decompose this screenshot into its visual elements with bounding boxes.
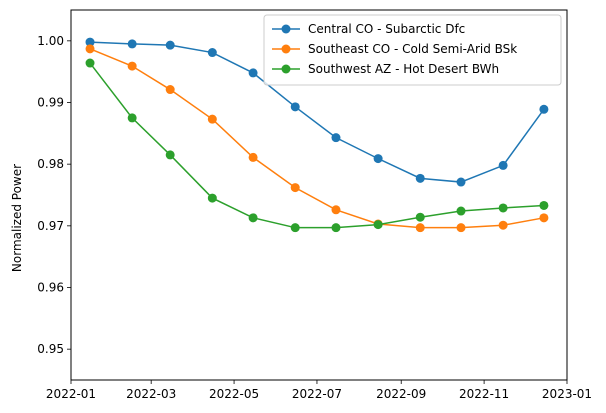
data-point xyxy=(85,37,95,47)
y-tick-label: 0.97 xyxy=(37,219,64,233)
x-tick-label: 2022-03 xyxy=(126,387,176,401)
data-point xyxy=(373,220,383,230)
data-point xyxy=(127,113,137,123)
x-tick-label: 2022-01 xyxy=(46,387,96,401)
legend-label: Southeast CO - Cold Semi-Arid BSk xyxy=(308,42,517,56)
data-point xyxy=(85,58,95,68)
y-tick-label: 0.96 xyxy=(37,281,64,295)
legend-marker xyxy=(281,64,291,74)
data-point xyxy=(290,183,300,193)
legend-item: Central CO - Subarctic Dfc xyxy=(272,22,465,36)
data-point xyxy=(539,200,549,210)
data-point xyxy=(290,102,300,112)
legend-item: Southwest AZ - Hot Desert BWh xyxy=(272,62,499,76)
data-point xyxy=(539,213,549,223)
legend-label: Central CO - Subarctic Dfc xyxy=(308,22,465,36)
x-tick-label: 2022-07 xyxy=(292,387,342,401)
y-tick-label: 0.95 xyxy=(37,342,64,356)
data-point xyxy=(207,48,217,58)
y-tick-label: 1.00 xyxy=(37,34,64,48)
legend-marker xyxy=(281,44,291,54)
data-point xyxy=(85,44,95,54)
data-point xyxy=(456,206,466,216)
data-point xyxy=(165,85,175,95)
data-point xyxy=(331,133,341,143)
y-tick-label: 0.99 xyxy=(37,96,64,110)
series-line xyxy=(89,48,545,229)
data-point xyxy=(290,223,300,233)
data-point xyxy=(127,61,137,71)
plot-area-frame xyxy=(70,9,568,381)
data-point xyxy=(165,40,175,50)
series-line xyxy=(89,62,544,229)
legend-marker xyxy=(281,24,291,34)
data-point xyxy=(127,39,137,49)
x-tick-label: 2022-11 xyxy=(459,387,509,401)
data-point xyxy=(165,150,175,160)
data-point xyxy=(331,205,341,215)
data-point xyxy=(373,154,383,164)
series-2 xyxy=(85,44,549,233)
x-tick-label: 2023-01 xyxy=(542,387,592,401)
legend-box xyxy=(263,14,562,86)
data-point xyxy=(207,114,217,124)
data-point xyxy=(498,220,508,230)
data-point xyxy=(415,223,425,233)
legend: Central CO - Subarctic Dfc Southeast CO -… xyxy=(263,14,562,86)
legend-item: Southeast CO - Cold Semi-Arid BSk xyxy=(272,42,517,56)
series-1 xyxy=(85,37,549,187)
data-point xyxy=(498,160,508,170)
data-point xyxy=(248,152,258,162)
data-point xyxy=(207,193,217,203)
data-point xyxy=(248,68,258,78)
data-point xyxy=(415,173,425,183)
x-tick-label: 2022-05 xyxy=(209,387,259,401)
data-point xyxy=(498,203,508,213)
x-tick-label: 2022-09 xyxy=(376,387,426,401)
data-point xyxy=(248,213,258,223)
data-point xyxy=(456,223,466,233)
data-point xyxy=(539,104,549,114)
y-tick-label: 0.98 xyxy=(37,157,64,171)
series-layer xyxy=(85,37,549,233)
series-line xyxy=(89,41,545,183)
legend-label: Southwest AZ - Hot Desert BWh xyxy=(308,62,499,76)
data-point xyxy=(331,223,341,233)
series-3 xyxy=(85,58,549,233)
y-axis-label: Normalized Power xyxy=(10,164,24,272)
data-point xyxy=(415,212,425,222)
data-point xyxy=(456,177,466,187)
ticks-layer: 2022-01 2022-03 2022-05 2022-07 2022-09 2022-… xyxy=(37,34,592,401)
